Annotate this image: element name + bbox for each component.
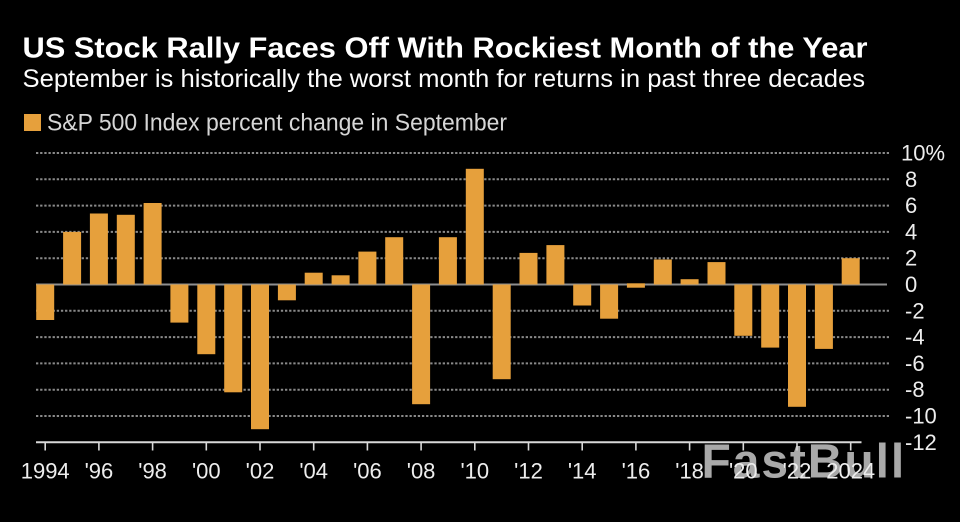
svg-text:0: 0	[905, 272, 917, 297]
svg-text:'06: '06	[353, 459, 382, 484]
svg-text:4: 4	[905, 219, 917, 244]
svg-text:'98: '98	[138, 459, 167, 484]
svg-text:-10: -10	[905, 404, 937, 429]
svg-text:'02: '02	[246, 459, 275, 484]
svg-text:-8: -8	[905, 377, 925, 402]
svg-text:-6: -6	[905, 351, 925, 376]
svg-text:-2: -2	[905, 298, 925, 323]
svg-text:2: 2	[905, 246, 917, 271]
svg-text:6: 6	[905, 193, 917, 218]
svg-text:8: 8	[905, 167, 917, 192]
svg-text:'96: '96	[85, 459, 114, 484]
svg-text:-4: -4	[905, 325, 925, 350]
svg-text:US Stock Rally Faces Off With: US Stock Rally Faces Off With Rockiest M…	[23, 33, 868, 65]
svg-text:'10: '10	[460, 459, 489, 484]
svg-text:FastBull: FastBull	[702, 436, 907, 489]
svg-text:-12: -12	[905, 430, 937, 455]
svg-text:S&P 500 Index percent change i: S&P 500 Index percent change in Septembe…	[47, 110, 507, 137]
svg-text:'08: '08	[407, 459, 436, 484]
svg-text:'00: '00	[192, 459, 221, 484]
svg-text:September is historically the: September is historically the worst mont…	[23, 65, 866, 93]
svg-text:10%: 10%	[901, 141, 945, 166]
svg-text:2024: 2024	[826, 459, 875, 484]
svg-text:1994: 1994	[21, 459, 70, 484]
svg-text:'22: '22	[783, 459, 812, 484]
svg-text:'16: '16	[622, 459, 651, 484]
svg-text:'14: '14	[568, 459, 597, 484]
svg-text:'12: '12	[514, 459, 543, 484]
svg-text:'04: '04	[299, 459, 328, 484]
svg-text:'20: '20	[729, 459, 758, 484]
svg-text:'18: '18	[675, 459, 704, 484]
